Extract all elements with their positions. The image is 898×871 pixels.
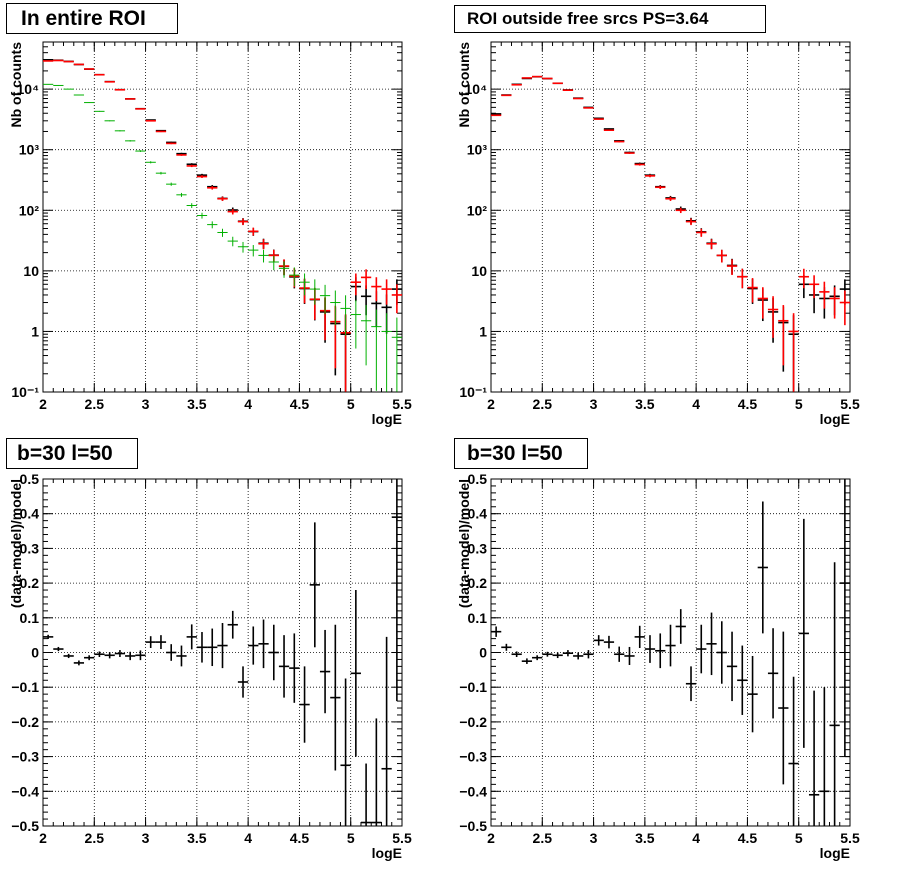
x-tick-label: 5 [347,830,355,846]
x-tick-label: 2 [39,830,47,846]
y-tick-label: −0.2 [459,714,487,730]
x-tick-label: 4 [692,830,700,846]
y-tick-label: 0 [479,645,487,661]
panel-title-bottom-left: b=30 l=50 [6,438,138,469]
series-model [491,75,850,392]
x-axis-label: logE [372,411,402,427]
x-tick-label: 4.5 [738,396,758,412]
y-tick-label: 0.5 [468,471,488,487]
y-tick-label: −0.5 [11,818,39,834]
y-tick-label: 1 [479,323,487,339]
x-tick-label: 5 [795,830,803,846]
x-tick-label: 5 [347,396,355,412]
x-tick-label: 2 [487,396,495,412]
y-tick-label: 0.2 [468,575,488,591]
y-axis-label: (data-model)/model [8,479,24,608]
y-tick-label: −0.4 [459,783,487,799]
chart-panel-0: 2 2.5 3 3.5 4 4.5 5 5.5 10⁻¹ 1 10 10² 10³ 10⁴ logE Nb o… [8,41,412,427]
y-tick-label: 10² [467,202,488,218]
x-axis-label: logE [820,411,850,427]
panel-title-text: In entire ROI [21,6,146,30]
panel-title-top-left: In entire ROI [6,3,178,34]
y-tick-label: 10 [471,263,487,279]
x-tick-label: 3 [142,396,150,412]
plot-frame [42,478,403,827]
y-axis-label: (data-model)/model [456,479,472,608]
y-tick-label: −0.4 [11,783,39,799]
y-tick-label: 0 [31,645,39,661]
y-axis-label: Nb of counts [8,42,24,128]
y-tick-label: 10⁴ [17,81,40,97]
plot-frame [490,41,851,393]
chart-panel-1: 2 2.5 3 3.5 4 4.5 5 5.5 10⁻¹ 1 10 10² 10³ 10⁴ logE Nb o… [456,41,860,427]
series-residual [43,479,402,826]
x-tick-label: 3.5 [635,830,655,846]
y-tick-label: 10³ [19,142,40,158]
y-tick-label: −0.5 [459,818,487,834]
y-tick-label: 10³ [467,142,488,158]
panel-title-text: b=30 l=50 [467,441,563,465]
x-tick-label: 2.5 [533,830,553,846]
y-tick-label: 10⁴ [465,81,488,97]
x-tick-label: 2 [39,396,47,412]
y-tick-label: 0.4 [20,506,40,522]
y-tick-label: −0.1 [459,679,487,695]
x-tick-label: 2 [487,830,495,846]
y-tick-label: 0.5 [20,471,40,487]
x-tick-label: 3 [590,396,598,412]
x-tick-label: 2.5 [85,396,105,412]
x-tick-label: 4.5 [290,830,310,846]
panel-title-bottom-right: b=30 l=50 [454,438,588,469]
y-axis-label: Nb of counts [456,42,472,128]
y-tick-label: 0.3 [20,540,40,556]
y-tick-label: −0.3 [459,749,487,765]
panel-title-text: b=30 l=50 [17,441,113,465]
y-tick-label: −0.3 [11,749,39,765]
x-tick-label: 5 [795,396,803,412]
x-tick-label: 3 [590,830,598,846]
panel-title-top-right: ROI outside free srcs PS=3.64 [454,5,766,33]
chart-panel-2: 2 2.5 3 3.5 4 4.5 5 5.5 −0.5 −0.4 −0.3 −0.2 −0.1 0 0.1… [8,471,412,861]
y-tick-label: 10² [19,202,40,218]
y-tick-label: 0.1 [468,610,488,626]
plot-frame [490,478,851,827]
y-tick-label: −0.1 [11,679,39,695]
x-tick-label: 5.5 [392,830,412,846]
y-tick-label: 0.1 [20,610,40,626]
y-tick-label: 10⁻¹ [11,384,39,400]
y-tick-label: 10⁻¹ [459,384,487,400]
y-tick-label: 1 [31,323,39,339]
x-tick-label: 3 [142,830,150,846]
x-tick-label: 2.5 [533,396,553,412]
x-tick-label: 4 [692,396,700,412]
x-tick-label: 5.5 [392,396,412,412]
x-tick-label: 2.5 [85,830,105,846]
x-tick-label: 4.5 [290,396,310,412]
chart-panel-3: 2 2.5 3 3.5 4 4.5 5 5.5 −0.5 −0.4 −0.3 −0.2 −0.1 0 0.1… [456,471,860,861]
plot-frame [42,41,403,393]
x-tick-label: 4.5 [738,830,758,846]
x-tick-label: 3.5 [635,396,655,412]
y-tick-label: −0.2 [11,714,39,730]
x-axis-label: logE [820,845,850,861]
x-tick-label: 4 [244,830,252,846]
y-tick-label: 0.3 [468,540,488,556]
y-tick-label: 0.2 [20,575,40,591]
x-axis-label: logE [372,845,402,861]
plot-area [43,42,402,392]
y-tick-label: 0.4 [468,506,488,522]
x-tick-label: 4 [244,396,252,412]
x-tick-label: 3.5 [187,396,207,412]
x-tick-label: 3.5 [187,830,207,846]
x-tick-label: 5.5 [840,830,860,846]
series-residual [491,479,850,826]
panel-title-text: ROI outside free srcs PS=3.64 [467,9,709,28]
series-component [43,83,402,392]
x-tick-label: 5.5 [840,396,860,412]
plot-area [491,42,850,392]
y-tick-label: 10 [23,263,39,279]
